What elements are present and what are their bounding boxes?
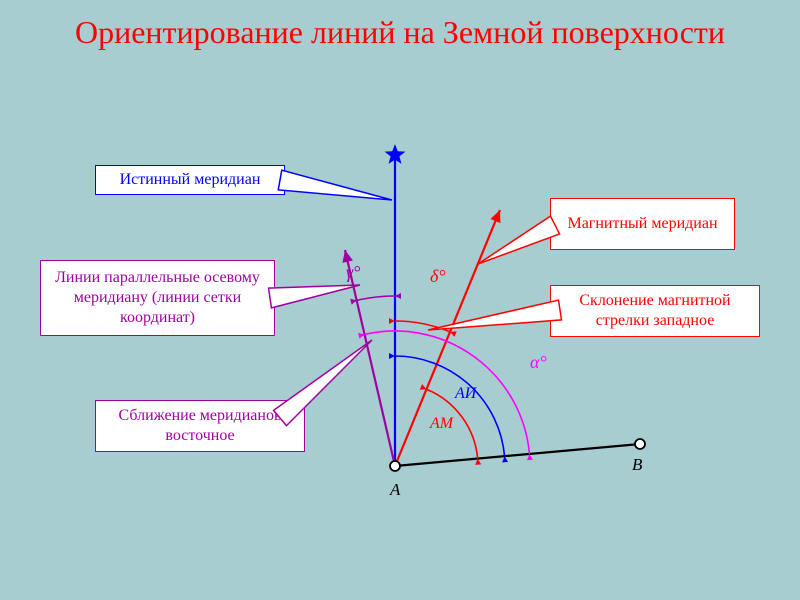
slide: Ориентирование линий на Земной поверхнос… bbox=[0, 0, 800, 600]
diagram-svg bbox=[0, 0, 800, 600]
